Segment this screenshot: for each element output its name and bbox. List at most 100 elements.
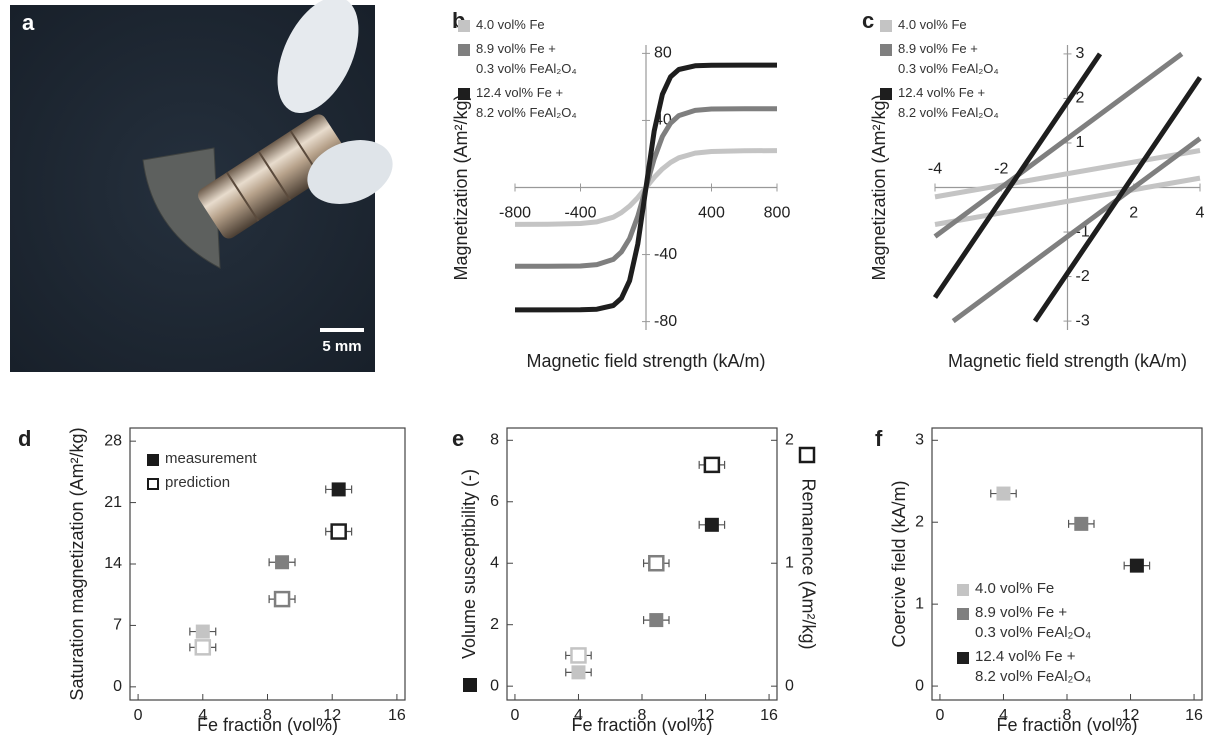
legend-swatch	[458, 20, 470, 32]
x-tick-label: 4	[198, 707, 207, 724]
y2-axis-title: Remanence (Am²/kg)	[798, 478, 818, 649]
panel-label: c	[862, 8, 874, 33]
y-tick-label: 4	[490, 554, 499, 571]
x-axis-title: Magnetic field strength (kA/m)	[948, 351, 1187, 371]
photo: 5 mm a	[10, 0, 393, 372]
scale-bar-label: 5 mm	[322, 338, 361, 355]
legend-swatch	[957, 584, 969, 596]
marker	[571, 665, 586, 680]
marker	[273, 590, 291, 608]
y-tick-label: 0	[113, 678, 122, 695]
legend-entry: prediction	[147, 474, 257, 493]
legend-swatch	[880, 88, 892, 100]
y-axis-title: Magnetization (Am²/kg)	[451, 94, 471, 280]
legend-label: 12.4 vol% Fe + 8.2 vol% FeAl₂O₄	[476, 85, 577, 120]
y-tick-label: 0	[915, 677, 924, 694]
y-tick-label: 8	[490, 432, 499, 449]
y-tick-label: 6	[490, 493, 499, 510]
curve	[515, 62, 777, 313]
x-tick-label: 12	[323, 707, 341, 724]
y-tick-label: 21	[104, 494, 122, 511]
legend-entry: measurement	[147, 450, 257, 469]
legend-label: 12.4 vol% Fe + 8.2 vol% FeAl₂O₄	[975, 648, 1092, 685]
legend-label: 4.0 vol% Fe	[476, 17, 545, 32]
x-axis-title: Fe fraction (vol%)	[996, 715, 1137, 735]
panel-label: a	[22, 10, 35, 35]
y-tick-label: 1	[1076, 134, 1085, 151]
y-tick-label: -40	[654, 246, 677, 263]
panel-label: d	[18, 426, 31, 451]
legend-swatch	[147, 454, 159, 466]
axis-series-marker	[463, 678, 477, 692]
legend-entry: 12.4 vol% Fe + 8.2 vol% FeAl₂O₄	[458, 85, 577, 123]
x-tick-label: 2	[1129, 205, 1138, 222]
x-tick-label: 8	[638, 707, 647, 724]
legend-entry: 12.4 vol% Fe + 8.2 vol% FeAl₂O₄	[957, 648, 1092, 687]
x-tick-label: 4	[999, 707, 1008, 724]
x-tick-label: 0	[510, 707, 519, 724]
legend: measurement prediction	[147, 450, 257, 500]
y-tick-label: -80	[654, 313, 677, 330]
marker	[330, 523, 347, 540]
marker	[570, 647, 587, 664]
y-tick-label: 28	[104, 432, 122, 449]
panel-label: e	[452, 426, 464, 451]
axis-series-marker	[798, 446, 816, 464]
legend-entry: 8.9 vol% Fe + 0.3 vol% FeAl₂O₄	[957, 604, 1091, 643]
curve	[932, 52, 1203, 323]
x-axis-title: Fe fraction (vol%)	[197, 715, 338, 735]
x-tick-label: 400	[698, 205, 725, 222]
panel-label: f	[875, 426, 883, 451]
y-tick-label: 2	[1076, 90, 1085, 107]
y-axis-title: Volume susceptibility (-)	[459, 469, 479, 659]
marker	[275, 555, 290, 570]
glove-thumb	[307, 140, 393, 204]
y-tick-label: 14	[104, 555, 122, 572]
marker	[331, 482, 346, 497]
x-tick-label: 800	[764, 205, 791, 222]
curve	[934, 148, 1201, 227]
y-tick-label: -3	[1076, 312, 1090, 329]
legend-swatch	[957, 608, 969, 620]
y-tick-label: 0	[490, 677, 499, 694]
y-tick-label: 2	[490, 616, 499, 633]
y-tick-label: 2	[915, 513, 924, 530]
legend-label: 8.9 vol% Fe + 0.3 vol% FeAl₂O₄	[476, 41, 577, 76]
x-tick-label: 4	[1196, 205, 1205, 222]
x-tick-label: 12	[1122, 707, 1140, 724]
legend-entry: 4.0 vol% Fe	[957, 580, 1091, 599]
legend: 4.0 vol% Fe 8.9 vol% Fe + 0.3 vol% FeAl₂O…	[957, 580, 1092, 694]
x-tick-label: -400	[564, 205, 596, 222]
x-tick-label: 8	[263, 707, 272, 724]
marker	[1129, 558, 1144, 573]
legend-entry: 4.0 vol% Fe	[458, 17, 577, 35]
legend-swatch	[458, 88, 470, 100]
legend-label: prediction	[165, 474, 231, 491]
x-tick-label: 0	[134, 707, 143, 724]
marker	[195, 624, 210, 639]
y-tick-label: 3	[1076, 45, 1085, 62]
plot-frame	[506, 427, 778, 701]
legend-label: 4.0 vol% Fe	[898, 17, 967, 32]
x-tick-label: 0	[935, 707, 944, 724]
marker	[704, 517, 719, 532]
curve	[933, 51, 1202, 324]
legend-label: 12.4 vol% Fe + 8.2 vol% FeAl₂O₄	[898, 85, 999, 120]
x-tick-label: -4	[928, 161, 942, 178]
x-tick-label: 4	[574, 707, 583, 724]
legend-entry: 8.9 vol% Fe + 0.3 vol% FeAl₂O₄	[880, 41, 999, 79]
legend-swatch	[957, 652, 969, 664]
x-tick-label: -2	[994, 161, 1008, 178]
y-axis-title: Magnetization (Am²/kg)	[869, 94, 889, 280]
legend-entry: 12.4 vol% Fe + 8.2 vol% FeAl₂O₄	[880, 85, 999, 123]
glove-finger	[277, 0, 359, 113]
y-tick-label: -2	[1076, 268, 1090, 285]
x-tick-label: 16	[1185, 707, 1203, 724]
y2-tick-label: 2	[785, 432, 794, 449]
y-tick-label: 7	[113, 617, 122, 634]
legend-swatch	[880, 44, 892, 56]
marker	[648, 554, 665, 572]
x-tick-label: 8	[1063, 707, 1072, 724]
legend-entry: 4.0 vol% Fe	[880, 17, 999, 35]
